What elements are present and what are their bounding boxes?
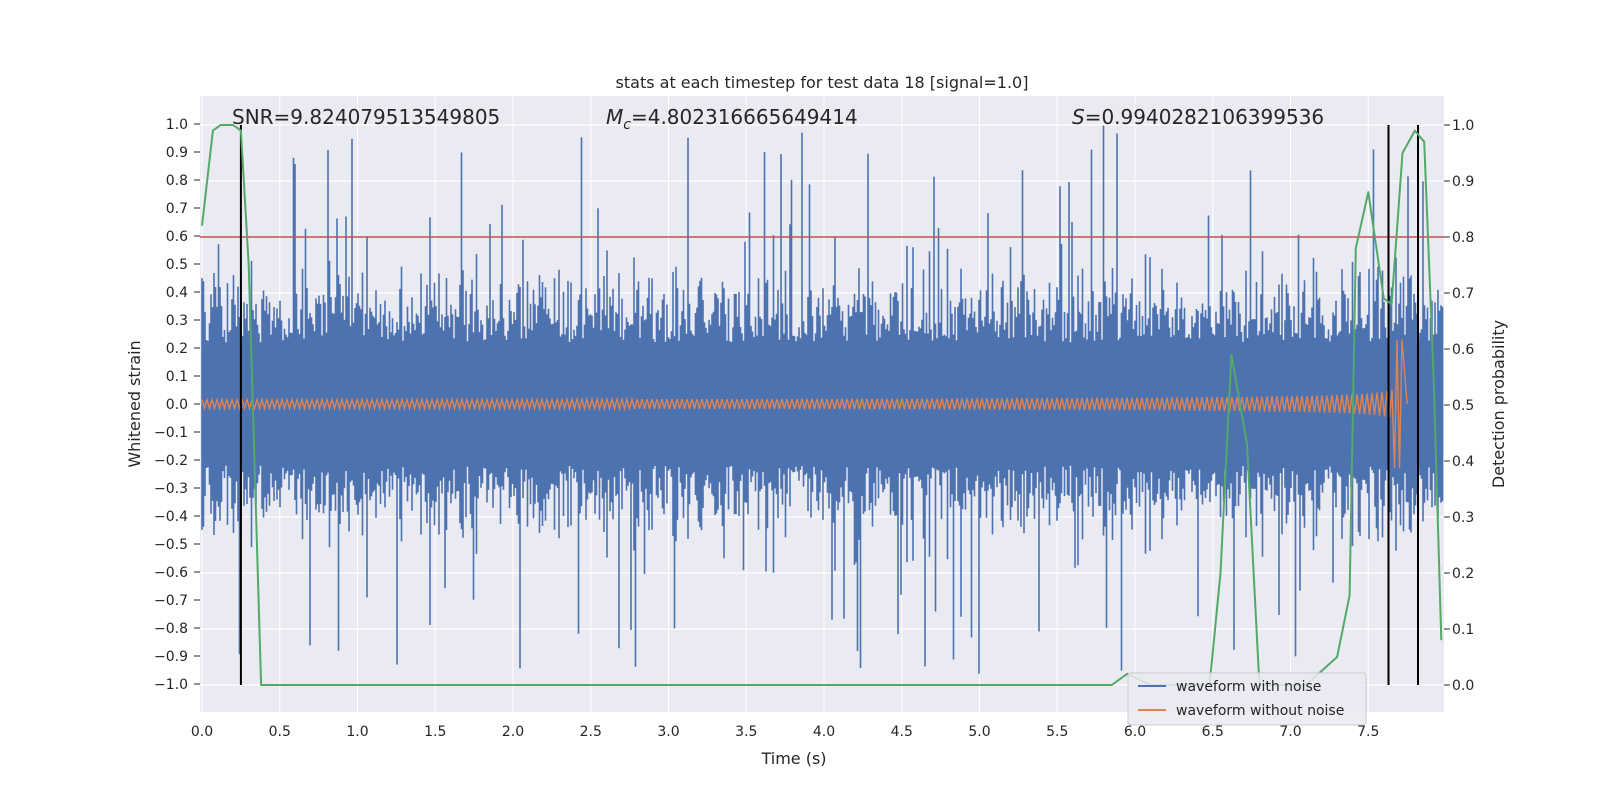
y2-tick-label: 1.0: [1452, 118, 1474, 134]
x-tick-label: 1.0: [346, 724, 368, 740]
y-tick-label: 0.9: [166, 145, 188, 161]
y-tick-label: 0.1: [166, 369, 188, 385]
y-tick-label: −0.2: [154, 453, 188, 469]
y2-axis-ticks: 1.0 0.9 0.8 0.7 0.6 0.5 0.4 0.3 0.2 0.1 0.0: [1444, 118, 1474, 694]
x-tick-label: 0.0: [191, 724, 213, 740]
x-axis-ticks: 0.0 0.5 1.0 1.5 2.0 2.5 3.0 3.5 4.0 4.5 5.0 5.5 6.0 6…: [191, 724, 1380, 740]
y-tick-label: 0.6: [166, 229, 188, 245]
y2-tick-label: 0.6: [1452, 342, 1474, 358]
legend-label-noise: waveform with noise: [1176, 679, 1321, 695]
chirp-mass-subscript: c: [623, 117, 631, 133]
x-tick-label: 3.5: [735, 724, 757, 740]
y-tick-label: −1.0: [154, 677, 188, 693]
y-axis-label: Whitened strain: [125, 340, 144, 467]
y-tick-label: 0.0: [166, 397, 188, 413]
y-axis-ticks: 1.0 0.9 0.8 0.7 0.6 0.5 0.4 0.3 0.2 0.1 0.0 −0.1 −0.…: [154, 117, 200, 693]
x-tick-label: 5.0: [968, 724, 990, 740]
snr-annotation: SNR=9.824079513549805: [232, 105, 500, 129]
score-symbol: S: [1072, 105, 1085, 129]
score-value: =0.9940282106399536: [1085, 105, 1324, 129]
chart-title: stats at each timestep for test data 18 …: [616, 73, 1029, 92]
y-tick-label: 1.0: [166, 117, 188, 133]
y2-tick-label: 0.5: [1452, 398, 1474, 414]
x-tick-label: 4.0: [813, 724, 835, 740]
y2-tick-label: 0.8: [1452, 230, 1474, 246]
legend: waveform with noise waveform without noi…: [1127, 672, 1367, 726]
x-axis-label: Time (s): [760, 749, 826, 768]
y-tick-label: −0.8: [154, 621, 188, 637]
y-tick-label: 0.7: [166, 201, 188, 217]
x-tick-label: 3.0: [657, 724, 679, 740]
series-detection-probability: [201, 124, 1443, 686]
y-tick-label: 0.3: [166, 313, 188, 329]
score-annotation: S=0.9940282106399536: [1072, 105, 1324, 129]
x-tick-label: 6.5: [1202, 724, 1224, 740]
x-tick-label: 1.5: [424, 724, 446, 740]
y-tick-label: 0.4: [166, 285, 188, 301]
y2-axis-label: Detection probability: [1489, 320, 1508, 488]
y-tick-label: −0.7: [154, 593, 188, 609]
y2-tick-label: 0.9: [1452, 174, 1474, 190]
x-tick-label: 5.5: [1046, 724, 1068, 740]
y2-tick-label: 0.3: [1452, 510, 1474, 526]
y2-tick-label: 0.4: [1452, 454, 1474, 470]
y-tick-label: 0.8: [166, 173, 188, 189]
clean-waveform-path: [201, 339, 1408, 469]
series-waveform-without-noise: [201, 339, 1408, 469]
probability-curve: [201, 124, 1443, 686]
x-tick-label: 4.5: [891, 724, 913, 740]
y-tick-label: −0.3: [154, 481, 188, 497]
legend-label-clean: waveform without noise: [1176, 703, 1344, 719]
chirp-mass-symbol: M: [606, 105, 623, 129]
y-tick-label: −0.4: [154, 509, 188, 525]
y-tick-label: 0.2: [166, 341, 188, 357]
x-tick-label: 6.0: [1124, 724, 1146, 740]
x-tick-label: 2.0: [502, 724, 524, 740]
y-tick-label: −0.6: [154, 565, 188, 581]
y2-tick-label: 0.2: [1452, 566, 1474, 582]
legend-box: [1127, 672, 1367, 726]
x-tick-label: 0.5: [269, 724, 291, 740]
y-tick-label: −0.1: [154, 425, 188, 441]
x-tick-label: 2.5: [580, 724, 602, 740]
y2-tick-label: 0.1: [1452, 622, 1474, 638]
y2-tick-label: 0.0: [1452, 678, 1474, 694]
y-tick-label: −0.9: [154, 649, 188, 665]
x-tick-label: 7.0: [1279, 724, 1301, 740]
chirp-mass-annotation: Mc=4.802316665649414: [606, 105, 858, 133]
vertical-markers: [239, 125, 1419, 685]
y2-tick-label: 0.7: [1452, 286, 1474, 302]
y-tick-label: −0.5: [154, 537, 188, 553]
chirp-mass-value: =4.802316665649414: [631, 105, 858, 129]
x-tick-label: 7.5: [1357, 724, 1379, 740]
y-tick-label: 0.5: [166, 257, 188, 273]
